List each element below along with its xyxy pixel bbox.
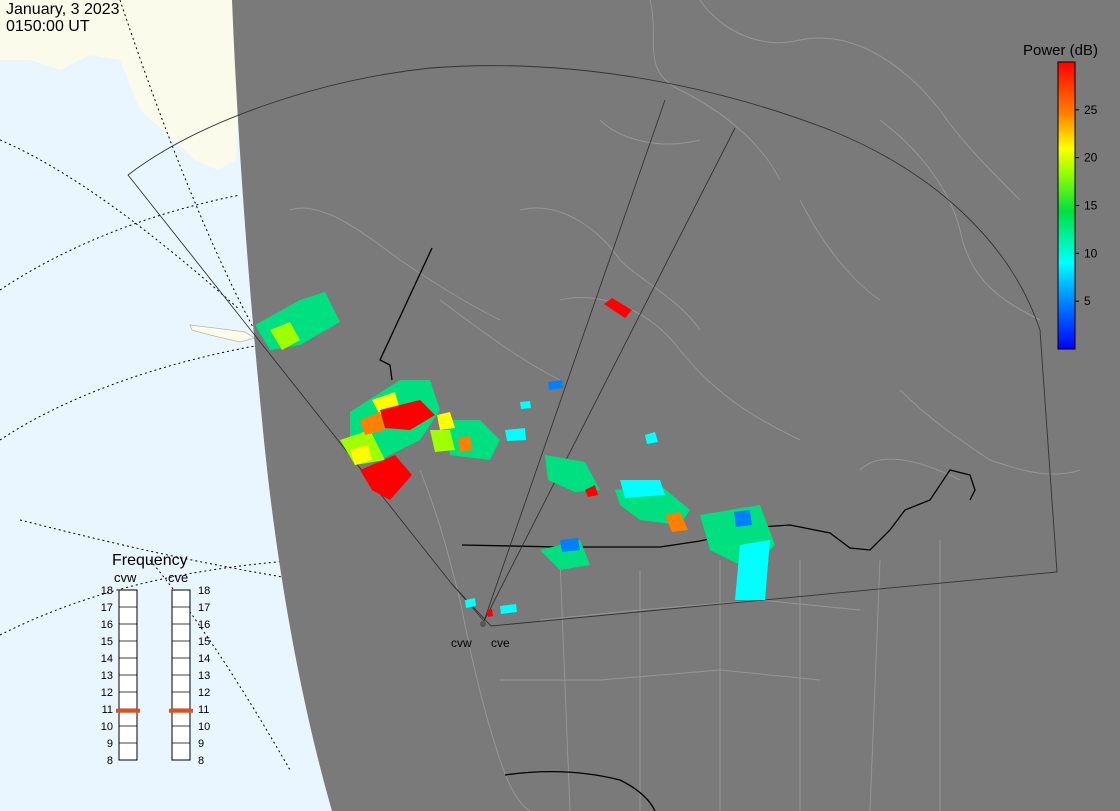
radar-label-cve: cve (491, 636, 510, 650)
radar-label-cvw: cvw (451, 636, 472, 650)
radar-site-marker (480, 621, 486, 627)
freq-scale-label-right: 10 (198, 721, 210, 733)
freq-scale-label-right: 9 (198, 738, 204, 750)
freq-scale-label-right: 13 (198, 670, 210, 682)
colorbar-tick-label: 5 (1084, 294, 1091, 308)
frequency-panel: Frequency cvw cve 18 18 17 17 16 16 15 15 14 14 13… (101, 552, 211, 767)
freq-scale-label-left: 17 (101, 602, 113, 614)
time-label: 0150:00 UT (6, 18, 90, 35)
freq-scale-label-right: 18 (198, 585, 210, 597)
freq-scale-label-right: 17 (198, 602, 210, 614)
freq-scale-label-left: 12 (101, 687, 113, 699)
day-grid (0, 0, 301, 771)
coastlines (289, 0, 1081, 811)
freq-scale-label-right: 12 (198, 687, 210, 699)
freq-scale-label-left: 14 (101, 653, 113, 665)
freq-radar-label-cvw: cvw (114, 570, 137, 585)
frequency-title: Frequency (112, 552, 188, 569)
freq-scale-label-left: 10 (101, 721, 113, 733)
date-label: January, 3 2023 (6, 1, 120, 18)
colorbar-gradient (1057, 61, 1076, 350)
colorbar-tick-label: 25 (1084, 103, 1098, 117)
freq-scale-label-left: 16 (101, 619, 113, 631)
borders (379, 247, 976, 811)
day-land-island (189, 324, 257, 343)
colorbar-tick-label: 10 (1084, 246, 1098, 260)
colorbar-title: Power (dB) (1023, 42, 1098, 59)
radar-backscatter (255, 292, 775, 617)
freq-scale-label-left: 15 (101, 636, 113, 648)
colorbar-ticks: 5 10 15 20 25 (1075, 103, 1098, 308)
colorbar: Power (dB) 5 10 15 20 25 (1023, 42, 1098, 350)
freq-scale-label-left: 18 (101, 585, 113, 597)
night-region (232, 0, 1120, 811)
freq-scale-label-right: 16 (198, 619, 210, 631)
freq-scale-label-left: 11 (102, 704, 113, 716)
freq-scale-label-right: 15 (198, 636, 210, 648)
freq-scale-label-left: 9 (107, 738, 113, 750)
freq-scale: 18 18 17 17 16 16 15 15 14 14 13 13 12 12 11 11 10 10 9 9 8 8 (101, 585, 211, 767)
freq-scale-label-left: 13 (101, 670, 113, 682)
freq-scale-label-right: 14 (198, 653, 210, 665)
freq-scale-label-left: 8 (107, 755, 113, 767)
colorbar-tick-label: 15 (1084, 199, 1098, 213)
freq-radar-label-cve: cve (168, 570, 188, 585)
freq-scale-label-right: 11 (198, 704, 209, 716)
day-land-alaska (0, 0, 240, 170)
colorbar-tick-label: 20 (1084, 151, 1098, 165)
freq-scale-label-right: 8 (198, 755, 204, 767)
